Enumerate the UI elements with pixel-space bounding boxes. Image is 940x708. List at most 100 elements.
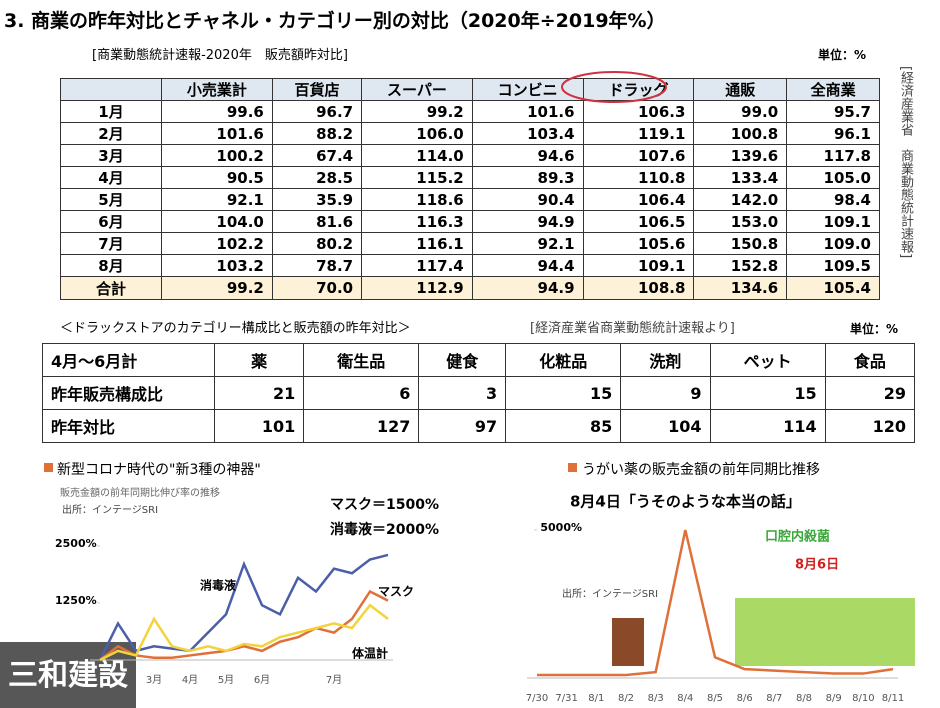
x-tick-label: 7月 [326,674,342,686]
x-tick-label: 8/6 [737,693,753,704]
header-row: 小売業計 百貨店 スーパー コンビニ ドラッグ 通販 全商業 [60,78,880,101]
x-tick-label: 8/10 [852,693,874,704]
x-tick-label: 8/5 [707,693,723,704]
data-row: 1月 99.6 96.7 99.2 101.6 106.3 99.0 95.7 [60,100,880,123]
cell: 96.1 [786,122,880,145]
cell: 8月 [60,254,162,277]
table-source: [経済産業省商業動態統計速報より] [530,321,735,336]
cell: 29 [824,376,916,410]
cell: ペット [709,343,826,377]
y-tick-label: 5000% [540,521,582,534]
cell: 85 [505,409,622,443]
page-title: 3. 商業の昨年対比とチャネル・カテゴリー別の対比（2020年÷2019年%） [4,10,666,32]
side-note: [経済産業省 商業動態統計速報] [898,66,913,259]
chart-subtitle: 販売金額の前年同期比伸び率の推移 [60,486,220,499]
cell: 105.4 [786,276,880,300]
cell: 小売業計 [161,78,273,101]
data-row: 8月 103.2 78.7 117.4 94.4 109.1 152.8 109.5 [60,254,880,277]
unit: 単位：% [818,48,867,62]
cell: 119.1 [582,122,695,145]
cell: 90.4 [471,188,584,211]
cell: 15 [709,376,826,410]
cell: 食品 [824,343,916,377]
cell: 108.8 [582,276,695,300]
cell: 104.0 [161,210,273,233]
data-row: 昨年販売構成比 21 6 3 15 9 15 29 [42,376,916,410]
cell: 139.6 [693,144,788,167]
unit: 単位：% [850,322,899,336]
cell: 134.6 [693,276,788,300]
cell: 153.0 [693,210,788,233]
cell: 99.2 [161,276,273,300]
category-table: 4月～6月計薬衛生品 健食 化粧品 洗剤 ペット 食品 昨年販売構成比 21 6 3 15 9 15 29… [42,343,916,443]
highlight-ellipse [561,71,667,103]
cell: 98.4 [786,188,880,211]
chart-title: うがい薬の販売金額の前年同期比推移 [582,461,820,478]
x-tick-label: 4月 [182,674,198,686]
watermark: 三和建設 [8,658,128,693]
annotation: 8月6日 [795,558,839,573]
data-row: 昨年対比 101 127 97 85 104 114 120 [42,409,916,443]
cell: 28.5 [271,166,363,189]
cell: 120 [824,409,916,443]
series-line [98,553,389,661]
x-tick-label: 6月 [254,674,270,686]
header-row: 4月～6月計薬衛生品 健食 化粧品 洗剤 ペット 食品 [42,343,916,377]
cell: 109.1 [786,210,880,233]
series-label: 消毒液 [200,578,236,593]
cell: 70.0 [271,276,363,300]
series-label: 体温計 [352,646,388,661]
cell: 94.9 [471,210,584,233]
x-tick-label: 5月 [218,674,234,686]
y-tick-label: 1250% [55,594,97,607]
x-tick-label: 8/1 [588,693,604,704]
cell: 100.8 [693,122,788,145]
cell: 133.4 [693,166,788,189]
cell: 7月 [60,232,162,255]
x-tick-label: 7/30 [526,693,548,704]
chart-title: 新型コロナ時代の"新3種の神器" [57,462,261,478]
cell: 104 [620,409,711,443]
total-row: 合計 99.2 70.0 112.9 94.9 108.8 134.6 105.4 [60,276,880,300]
chart-subtitle: 8月4日「うそのような本当の話」 [570,493,801,511]
cell: 117.4 [361,254,473,277]
annotation: 口腔内殺菌 [765,529,830,545]
cell: 15 [505,376,622,410]
data-row: 6月 104.0 81.6 116.3 94.9 106.5 153.0 109.1 [60,210,880,233]
cell: 6 [303,376,420,410]
cell: 94.9 [471,276,584,300]
x-tick-label: 8/7 [766,693,782,704]
cell: 114 [709,409,826,443]
title-marker [44,463,53,472]
x-tick-label: 8/11 [882,693,904,704]
cell: 昨年対比 [42,409,215,443]
cell: 97 [418,409,507,443]
series-line [537,529,894,677]
cell: 109.0 [786,232,880,255]
cell: 通販 [693,78,788,101]
product-image [612,618,644,666]
data-row: 7月 102.2 80.2 116.1 92.1 105.6 150.8 109.0 [60,232,880,255]
cell: 35.9 [271,188,363,211]
cell: 合計 [60,276,162,300]
cell: 96.7 [271,100,363,123]
cell: 9 [620,376,711,410]
cell: 127 [303,409,420,443]
cell: 4月～6月計 [42,343,215,377]
cell: 117.8 [786,144,880,167]
title-marker [568,463,577,472]
cell: 101 [213,409,305,443]
cell: ドラッグ [582,78,695,101]
cell: 95.7 [786,100,880,123]
y-tick-label: 2500% [55,537,97,550]
table-caption: ＜ドラックストアのカテゴリー構成比と販売額の昨年対比＞ [60,321,411,336]
cell: 健食 [418,343,507,377]
cell: 80.2 [271,232,363,255]
cell: 88.2 [271,122,363,145]
x-tick-label: 8/3 [648,693,664,704]
inset-image [735,598,915,666]
cell: 4月 [60,166,162,189]
chart-source: 出所：インテージSRI [562,587,658,600]
cell: 103.4 [471,122,584,145]
